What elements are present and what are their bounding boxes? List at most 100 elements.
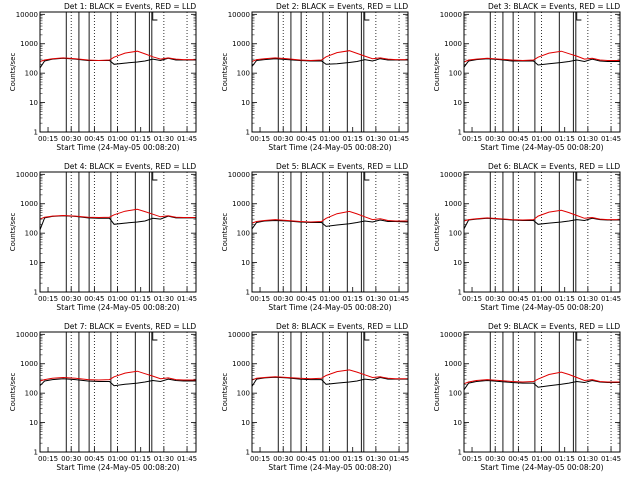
y-tick-label: 1000 — [444, 360, 462, 368]
x-axis-label: Start Time (24-May-05 00:08:20) — [268, 303, 391, 312]
y-axis-label: Counts/sec — [433, 373, 441, 412]
x-tick-label: 01:30 — [578, 295, 598, 303]
detector-panel: Det 2: BLACK = Events, RED = LLD 1 10 100 10… — [221, 2, 409, 152]
divider-line — [576, 172, 582, 181]
y-tick-label: 10 — [453, 259, 462, 267]
y-tick-label: 1000 — [20, 40, 38, 48]
x-tick-label: 00:45 — [84, 135, 104, 143]
x-tick-label: 00:45 — [296, 135, 316, 143]
x-tick-label: 01:30 — [366, 295, 386, 303]
x-tick-label: 01:00 — [531, 135, 551, 143]
panel-title: Det 9: BLACK = Events, RED = LLD — [488, 322, 620, 331]
events-series-line — [463, 217, 620, 230]
panel-title: Det 8: BLACK = Events, RED = LLD — [276, 322, 408, 331]
x-tick-label: 01:45 — [177, 135, 197, 143]
y-tick-label: 10 — [241, 99, 250, 107]
y-axis-label: Counts/sec — [9, 373, 17, 412]
y-tick-label: 1 — [246, 129, 250, 137]
panel-title: Det 5: BLACK = Events, RED = LLD — [276, 162, 408, 171]
y-tick-label: 10 — [29, 419, 38, 427]
events-series-line — [39, 378, 196, 387]
y-tick-label: 10000 — [16, 331, 38, 339]
x-tick-label: 01:45 — [177, 295, 197, 303]
x-tick-label: 01:15 — [555, 135, 575, 143]
x-tick-label: 00:30 — [485, 455, 505, 463]
y-tick-label: 1 — [458, 449, 462, 457]
y-tick-label: 10 — [453, 419, 462, 427]
y-axis-label: Counts/sec — [221, 373, 229, 412]
y-axis-label: Counts/sec — [221, 213, 229, 252]
x-tick-label: 00:15 — [38, 135, 58, 143]
events-series-line — [463, 379, 620, 391]
lld-series-line — [463, 50, 620, 63]
y-tick-label: 10 — [453, 99, 462, 107]
y-tick-label: 10000 — [228, 11, 250, 19]
lld-series-line — [39, 370, 196, 382]
lld-series-line — [251, 210, 408, 224]
panel-title: Det 1: BLACK = Events, RED = LLD — [64, 2, 196, 11]
divider-line — [364, 332, 370, 341]
x-axis-label: Start Time (24-May-05 00:08:20) — [480, 143, 603, 152]
y-tick-label: 100 — [237, 70, 250, 78]
x-tick-label: 00:30 — [61, 295, 81, 303]
x-tick-label: 01:45 — [601, 295, 621, 303]
x-tick-label: 01:15 — [555, 295, 575, 303]
y-tick-label: 1000 — [20, 200, 38, 208]
y-tick-label: 1 — [34, 449, 38, 457]
x-axis-label: Start Time (24-May-05 00:08:20) — [56, 303, 179, 312]
y-tick-label: 1 — [246, 449, 250, 457]
x-tick-label: 00:30 — [485, 295, 505, 303]
y-tick-label: 1 — [458, 289, 462, 297]
x-tick-label: 00:45 — [84, 455, 104, 463]
plot-frame — [39, 11, 197, 133]
plot-frame — [463, 11, 621, 133]
x-tick-label: 01:30 — [154, 135, 174, 143]
x-tick-label: 00:15 — [250, 295, 270, 303]
y-tick-label: 100 — [449, 230, 462, 238]
y-tick-label: 1 — [246, 289, 250, 297]
x-tick-label: 00:45 — [84, 295, 104, 303]
plot-frame — [463, 331, 621, 453]
x-tick-label: 01:15 — [555, 455, 575, 463]
x-tick-label: 00:15 — [250, 455, 270, 463]
x-tick-label: 00:30 — [273, 455, 293, 463]
x-tick-label: 01:45 — [389, 135, 409, 143]
y-tick-label: 10000 — [440, 171, 462, 179]
x-tick-label: 00:30 — [273, 135, 293, 143]
x-tick-label: 01:15 — [131, 455, 151, 463]
events-series-line — [251, 58, 408, 67]
panel-title: Det 3: BLACK = Events, RED = LLD — [488, 2, 620, 11]
panel-title: Det 6: BLACK = Events, RED = LLD — [488, 162, 620, 171]
y-tick-label: 1 — [34, 289, 38, 297]
x-tick-label: 01:15 — [343, 295, 363, 303]
x-axis-label: Start Time (24-May-05 00:08:20) — [268, 143, 391, 152]
x-tick-label: 01:00 — [319, 295, 339, 303]
x-tick-label: 00:15 — [250, 135, 270, 143]
y-tick-label: 10000 — [16, 171, 38, 179]
y-tick-label: 1000 — [232, 200, 250, 208]
detector-panel: Det 7: BLACK = Events, RED = LLD 1 10 100 10… — [9, 322, 197, 472]
plot-frame — [251, 331, 409, 453]
panel-title: Det 7: BLACK = Events, RED = LLD — [64, 322, 196, 331]
x-tick-label: 00:30 — [61, 455, 81, 463]
x-tick-label: 01:30 — [578, 135, 598, 143]
events-series-line — [251, 219, 409, 230]
detector-panel: Det 8: BLACK = Events, RED = LLD 1 10 100 10… — [221, 322, 409, 472]
y-axis-label: Counts/sec — [9, 53, 17, 92]
panel-title: Det 4: BLACK = Events, RED = LLD — [64, 162, 196, 171]
x-tick-label: 01:00 — [531, 295, 551, 303]
x-tick-label: 00:30 — [273, 295, 293, 303]
plot-frame — [39, 331, 197, 453]
x-tick-label: 01:30 — [366, 135, 386, 143]
events-series-line — [463, 58, 620, 68]
y-tick-label: 10000 — [16, 11, 38, 19]
x-tick-label: 01:00 — [107, 455, 127, 463]
y-tick-label: 10 — [29, 99, 38, 107]
lld-series-line — [251, 369, 408, 381]
divider-line — [364, 12, 370, 21]
y-tick-label: 10000 — [440, 11, 462, 19]
x-tick-label: 01:30 — [154, 295, 174, 303]
detector-panel: Det 4: BLACK = Events, RED = LLD 1 10 100 10… — [9, 162, 197, 312]
x-tick-label: 01:30 — [154, 455, 174, 463]
detector-panel: Det 9: BLACK = Events, RED = LLD 1 10 100 10… — [433, 322, 621, 472]
